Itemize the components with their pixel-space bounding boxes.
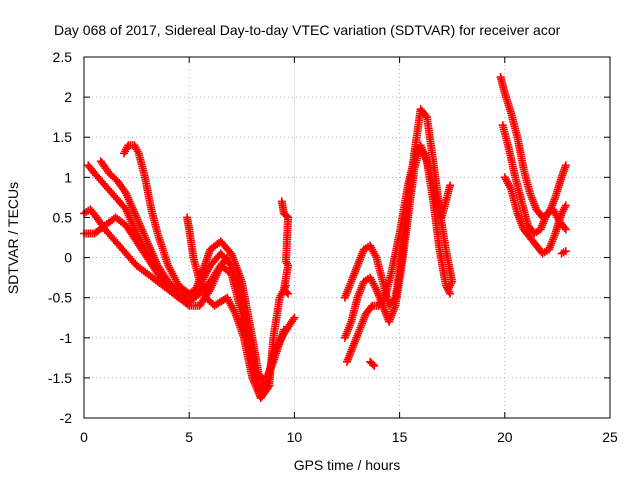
data-point [379,295,388,304]
x-axis-label: GPS time / hours [294,457,401,473]
data-point [560,223,569,232]
x-tick-labels: 0 5 10 15 20 25 [80,429,618,445]
data-point [263,383,272,392]
x-tick-label: 0 [80,429,88,445]
series-arc15 [557,247,570,258]
series-arc14 [500,173,570,258]
x-tick-label: 10 [287,429,303,445]
y-tick-label: -1 [60,330,73,346]
x-tick-label: 15 [392,429,408,445]
data-point [282,212,291,221]
y-tick-label: -2 [60,410,73,426]
data-point [561,247,570,256]
x-tick-label: 20 [497,429,513,445]
y-tick-label: 2 [64,89,72,105]
data-point [561,161,570,170]
data-point [421,111,430,120]
series-arc5 [119,141,288,386]
series-arc10 [343,145,455,366]
y-tick-label: 0.5 [53,209,73,225]
data-point [265,381,274,390]
series-arc6 [183,213,274,402]
plot-frame [83,56,611,419]
axis-ticks [83,56,611,419]
data-point [284,289,293,298]
data-point [289,315,298,324]
data-points [80,73,570,402]
y-axis-label: SDTVAR / TECUs [5,182,21,294]
y-tick-labels: -2 -1.5 -1 -0.5 0 0.5 1 1.5 2 2.5 [48,49,72,426]
series-arc11 [366,357,379,370]
y-tick-label: 1.5 [53,129,73,145]
y-tick-label: -1.5 [48,370,72,386]
series-arc12 [496,73,570,222]
y-tick-label: 1 [64,169,72,185]
data-point [446,181,455,190]
data-point [368,360,377,369]
y-tick-label: 2.5 [53,49,73,65]
data-point [183,300,192,309]
chart-title: Day 068 of 2017, Sidereal Day-to-day VTE… [54,22,561,38]
y-tick-label: -0.5 [48,290,72,306]
data-point [446,289,455,298]
series-arc7 [277,197,293,298]
x-tick-label: 5 [185,429,193,445]
data-point [290,313,299,322]
data-point [282,288,291,297]
x-tick-label: 25 [602,429,618,445]
data-point [279,325,288,334]
data-point [370,361,379,370]
data-point [561,225,570,234]
y-tick-label: 0 [64,250,72,266]
data-point [561,201,570,210]
